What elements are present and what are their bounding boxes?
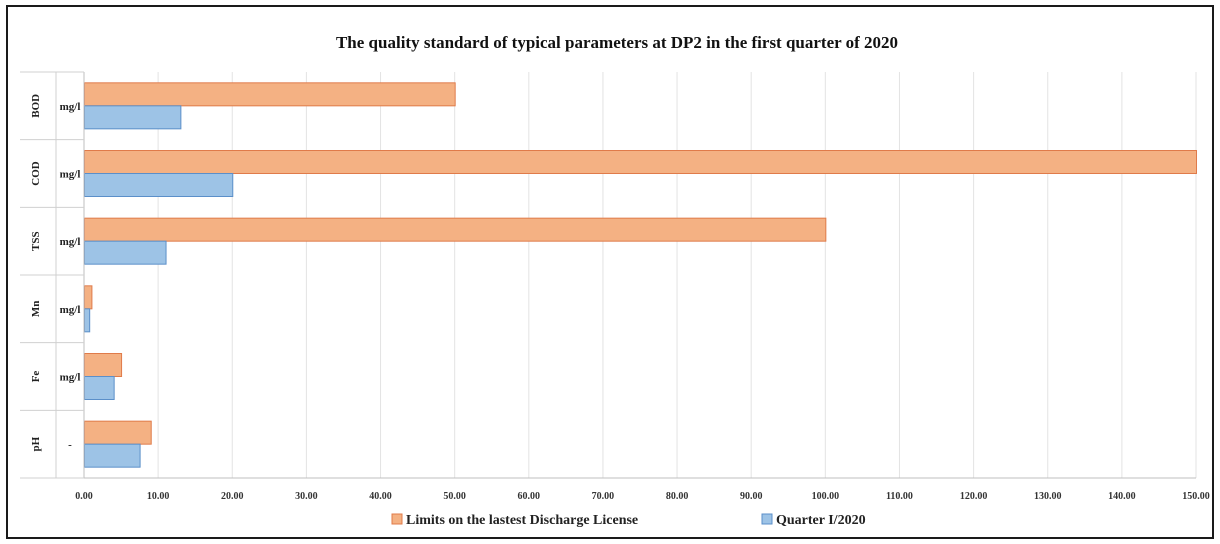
axes [20,71,1196,479]
x-tick-label: 140.00 [1108,491,1136,502]
category-unit-label: mg/l [60,101,81,113]
bar-cod-quarter [84,173,234,197]
category-parameter-label: Mn [30,301,42,318]
bar-mn-limit [84,285,93,310]
bar-mn-quarter [84,308,91,333]
legend-label: Quarter I/2020 [776,513,866,528]
category-unit-label: - [68,439,72,451]
category-parameter-label: pH [30,436,42,451]
x-tick-label: 20.00 [221,491,244,502]
x-tick-labels: 0.00 10.00 20.00 30.00 40.00 50.00 60.00 70.00 8… [75,491,1210,502]
x-tick-label: 100.00 [812,491,840,502]
x-tick-label: 130.00 [1034,491,1062,502]
legend: Limits on the lastest Discharge License Q… [391,513,866,528]
bar-ph-quarter [84,443,141,468]
x-tick-label: 40.00 [369,491,392,502]
bar-fe-limit [84,353,123,377]
bar-ph-limit [84,420,152,445]
x-tick-label: 0.00 [75,491,93,502]
x-tick-label: 60.00 [518,491,541,502]
x-tick-label: 90.00 [740,491,763,502]
bar-cod-limit [84,150,1197,174]
bar-tss-quarter [84,240,167,265]
category-unit-label: mg/l [60,372,81,384]
legend-swatch [761,513,773,525]
bar-bod-limit [84,82,456,107]
x-tick-label: 50.00 [443,491,466,502]
category-parameter-label: COD [30,161,42,186]
x-tick-label: 150.00 [1182,491,1210,502]
category-labels: BOD mg/l COD mg/l TSS mg/l Mn mg/l Fe mg/l pH - [30,94,80,452]
category-parameter-label: TSS [30,231,42,251]
x-tick-label: 10.00 [147,491,170,502]
x-tick-label: 120.00 [960,491,988,502]
bars [84,82,1197,468]
legend-swatch [391,513,403,525]
category-unit-label: mg/l [60,304,81,316]
chart-title: The quality standard of typical paramete… [336,33,898,52]
x-tick-label: 30.00 [295,491,318,502]
x-tick-label: 110.00 [886,491,913,502]
bar-tss-limit [84,217,827,242]
category-unit-label: mg/l [60,169,81,181]
bar-bod-quarter [84,105,182,130]
legend-label: Limits on the lastest Discharge License [406,513,638,528]
bar-fe-quarter [84,376,115,400]
category-parameter-label: Fe [30,371,42,383]
category-parameter-label: BOD [30,94,42,118]
x-tick-label: 70.00 [592,491,615,502]
gridlines [157,72,1197,478]
category-unit-label: mg/l [60,236,81,248]
x-tick-label: 80.00 [666,491,689,502]
